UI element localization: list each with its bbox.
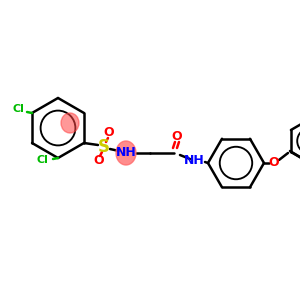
Text: NH: NH (116, 146, 136, 160)
Text: S: S (98, 138, 110, 156)
Ellipse shape (116, 141, 136, 165)
Text: O: O (172, 130, 182, 143)
Text: O: O (269, 157, 279, 169)
Text: Cl: Cl (12, 104, 24, 114)
Text: Cl: Cl (36, 155, 48, 165)
Ellipse shape (61, 113, 79, 133)
Text: O: O (104, 127, 114, 140)
Text: NH: NH (184, 154, 204, 167)
Text: O: O (94, 154, 104, 167)
